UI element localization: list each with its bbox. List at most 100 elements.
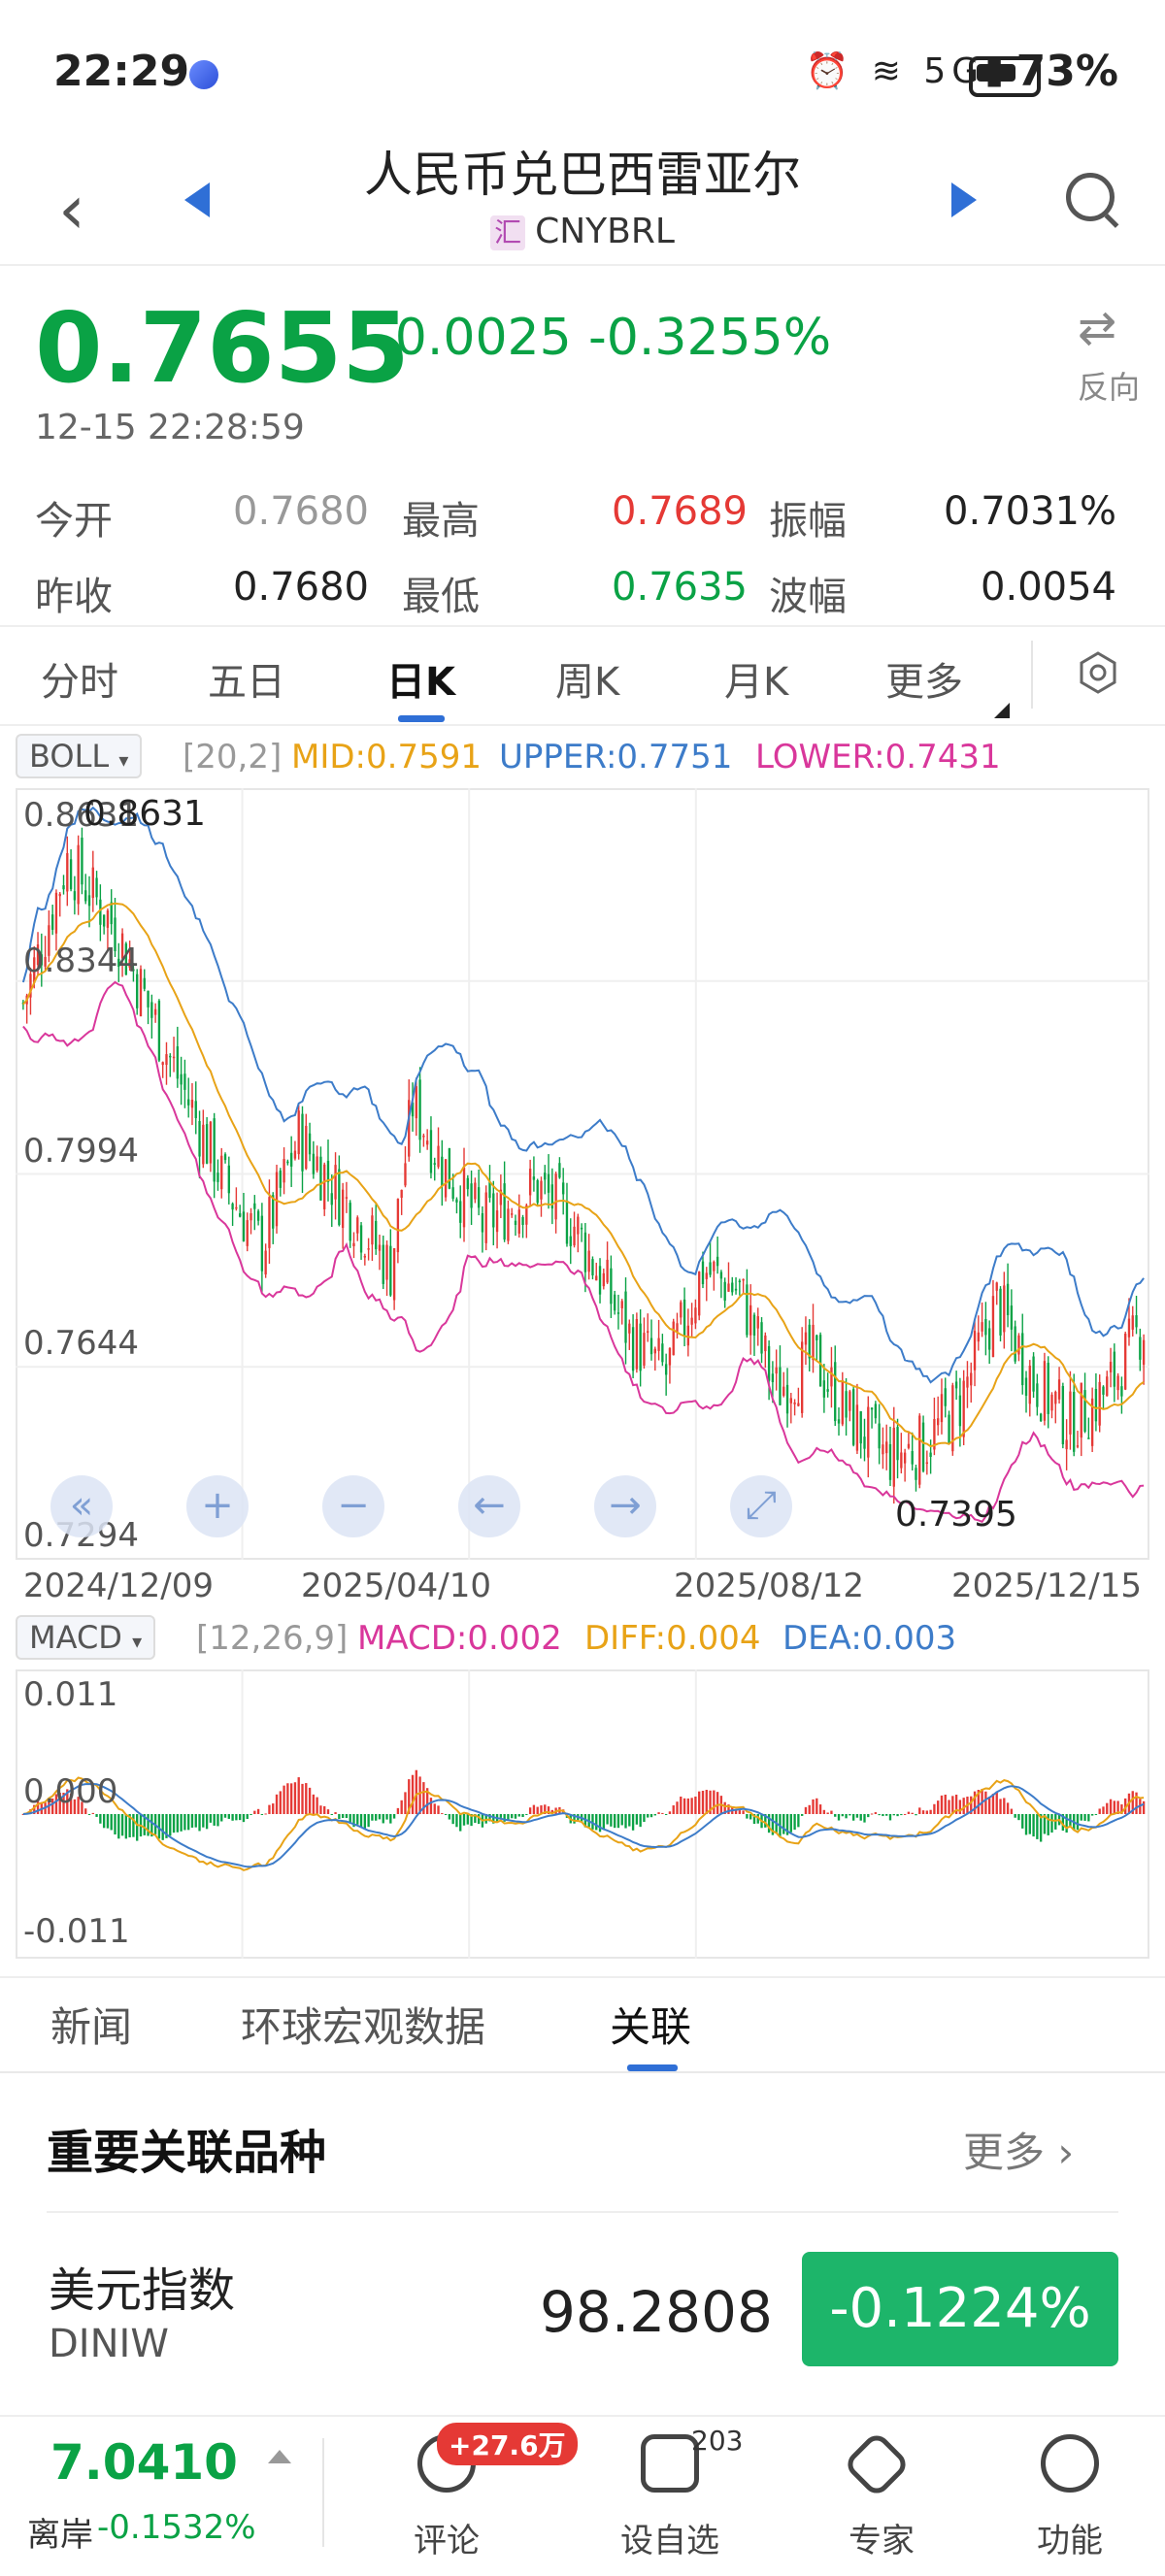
candle-body bbox=[734, 1288, 738, 1291]
related-item-change[interactable]: -0.1224% bbox=[802, 2252, 1118, 2366]
boll-upper-line bbox=[21, 806, 1145, 1384]
watchlist-icon[interactable] bbox=[641, 2434, 699, 2493]
macd-bar bbox=[987, 1797, 991, 1814]
candle-body bbox=[826, 1389, 829, 1392]
more-dropdown-icon[interactable] bbox=[994, 703, 1010, 718]
divider bbox=[47, 2211, 1118, 2213]
macd-bar bbox=[275, 1794, 279, 1814]
macd-bar bbox=[165, 1814, 168, 1838]
back-icon[interactable]: ‹ bbox=[58, 170, 85, 249]
pan-right-icon[interactable]: → bbox=[594, 1475, 656, 1537]
candle-body bbox=[1024, 1377, 1028, 1396]
scroll-start-icon[interactable]: « bbox=[50, 1475, 113, 1537]
fullscreen-icon[interactable]: ⤢ bbox=[730, 1475, 792, 1537]
dea-line bbox=[22, 1782, 1145, 1868]
candle-body bbox=[415, 1086, 417, 1119]
more-link[interactable]: 更多 › bbox=[963, 2129, 1075, 2176]
function-icon[interactable] bbox=[1041, 2434, 1099, 2493]
candle-body bbox=[1057, 1379, 1061, 1400]
candle-body bbox=[330, 1193, 333, 1205]
candle-body bbox=[272, 1195, 275, 1229]
macd-bar bbox=[319, 1805, 322, 1814]
macd-bar bbox=[764, 1814, 767, 1828]
tab-4[interactable]: 月K bbox=[724, 660, 789, 705]
macd-bar bbox=[921, 1810, 925, 1814]
candle-body bbox=[1047, 1363, 1049, 1414]
expand-up-icon[interactable] bbox=[268, 2450, 291, 2463]
reverse-label[interactable]: 反向 bbox=[1078, 369, 1141, 406]
candle-body bbox=[785, 1384, 789, 1414]
candle-body bbox=[279, 1171, 282, 1188]
candle-body bbox=[682, 1299, 686, 1336]
previous-symbol-icon[interactable] bbox=[184, 182, 210, 217]
macd-bar bbox=[643, 1814, 646, 1823]
candle-body bbox=[649, 1338, 653, 1355]
candle-body bbox=[150, 1002, 153, 1018]
macd-bar bbox=[198, 1814, 201, 1832]
macd-bar bbox=[925, 1810, 929, 1814]
macd-bar bbox=[1124, 1798, 1127, 1814]
candle-body bbox=[264, 1250, 267, 1275]
macd-chart[interactable] bbox=[16, 1669, 1149, 1959]
candle-body bbox=[136, 974, 139, 1008]
candle-body bbox=[1094, 1389, 1098, 1422]
zoom-out-icon[interactable]: − bbox=[322, 1475, 384, 1537]
macd-bar bbox=[238, 1814, 242, 1821]
macd-bar bbox=[392, 1814, 396, 1819]
candle-body bbox=[661, 1343, 664, 1363]
candle-body bbox=[653, 1348, 656, 1354]
candle-body bbox=[532, 1176, 536, 1180]
nav-label-3[interactable]: 功能 bbox=[1037, 2522, 1103, 2560]
macd-bar bbox=[1003, 1798, 1006, 1814]
macd-bar bbox=[73, 1799, 77, 1814]
candle-body bbox=[400, 1189, 403, 1199]
candle-body bbox=[793, 1402, 796, 1404]
candlestick-chart[interactable] bbox=[16, 788, 1149, 1560]
min-annotation: 0.7395 bbox=[895, 1495, 1017, 1535]
tab-3[interactable]: 周K bbox=[555, 660, 620, 705]
pan-left-icon[interactable]: ← bbox=[458, 1475, 520, 1537]
macd-bar bbox=[21, 1814, 25, 1815]
info-tab-0[interactable]: 新闻 bbox=[50, 2003, 133, 2051]
macd-bar bbox=[888, 1814, 892, 1821]
macd-bar bbox=[970, 1796, 973, 1814]
macd-bar bbox=[54, 1794, 58, 1814]
chevron-down-icon: ▾ bbox=[118, 748, 129, 772]
candle-body bbox=[437, 1145, 440, 1168]
macd-bar bbox=[147, 1814, 150, 1836]
macd-bar bbox=[944, 1795, 947, 1814]
boll-selector[interactable]: BOLL ▾ bbox=[16, 734, 143, 778]
tab-1[interactable]: 五日 bbox=[208, 660, 285, 705]
related-item-name[interactable]: 美元指数 bbox=[49, 2263, 236, 2318]
candle-body bbox=[676, 1323, 679, 1333]
candle-body bbox=[120, 933, 124, 959]
info-tab-1[interactable]: 环球宏观数据 bbox=[241, 2003, 486, 2051]
offshore-price[interactable]: 7.0410 bbox=[50, 2434, 238, 2491]
y-tick-label: 0.7994 bbox=[23, 1132, 139, 1171]
candle-body bbox=[213, 1118, 216, 1182]
settings-icon[interactable] bbox=[1076, 650, 1120, 695]
candle-body bbox=[492, 1193, 495, 1228]
macd-bar bbox=[855, 1814, 859, 1818]
macd-bar bbox=[937, 1800, 940, 1814]
reverse-icon[interactable]: ⇄ bbox=[1078, 301, 1117, 355]
tab-2[interactable]: 日K bbox=[386, 660, 455, 705]
macd-bar bbox=[544, 1804, 547, 1814]
macd-bar bbox=[418, 1776, 421, 1814]
zoom-in-icon[interactable]: + bbox=[186, 1475, 249, 1537]
nav-label-1[interactable]: 设自选 bbox=[620, 2522, 719, 2560]
candle-body bbox=[293, 1150, 297, 1159]
candle-body bbox=[1139, 1337, 1142, 1360]
macd-selector[interactable]: MACD ▾ bbox=[16, 1615, 156, 1660]
info-tab-2[interactable]: 关联 bbox=[610, 2003, 692, 2051]
tab-5[interactable]: 更多 bbox=[885, 660, 963, 705]
macd-bar bbox=[591, 1814, 594, 1830]
candle-body bbox=[940, 1394, 944, 1423]
candle-body bbox=[48, 925, 50, 956]
nav-label-2[interactable]: 专家 bbox=[849, 2522, 915, 2560]
tab-0[interactable]: 分时 bbox=[41, 660, 118, 705]
next-symbol-icon[interactable] bbox=[951, 182, 977, 217]
comment-badge: +27.6万 bbox=[437, 2423, 578, 2465]
search-icon[interactable] bbox=[1066, 173, 1115, 221]
nav-label-0[interactable]: 评论 bbox=[414, 2522, 480, 2560]
